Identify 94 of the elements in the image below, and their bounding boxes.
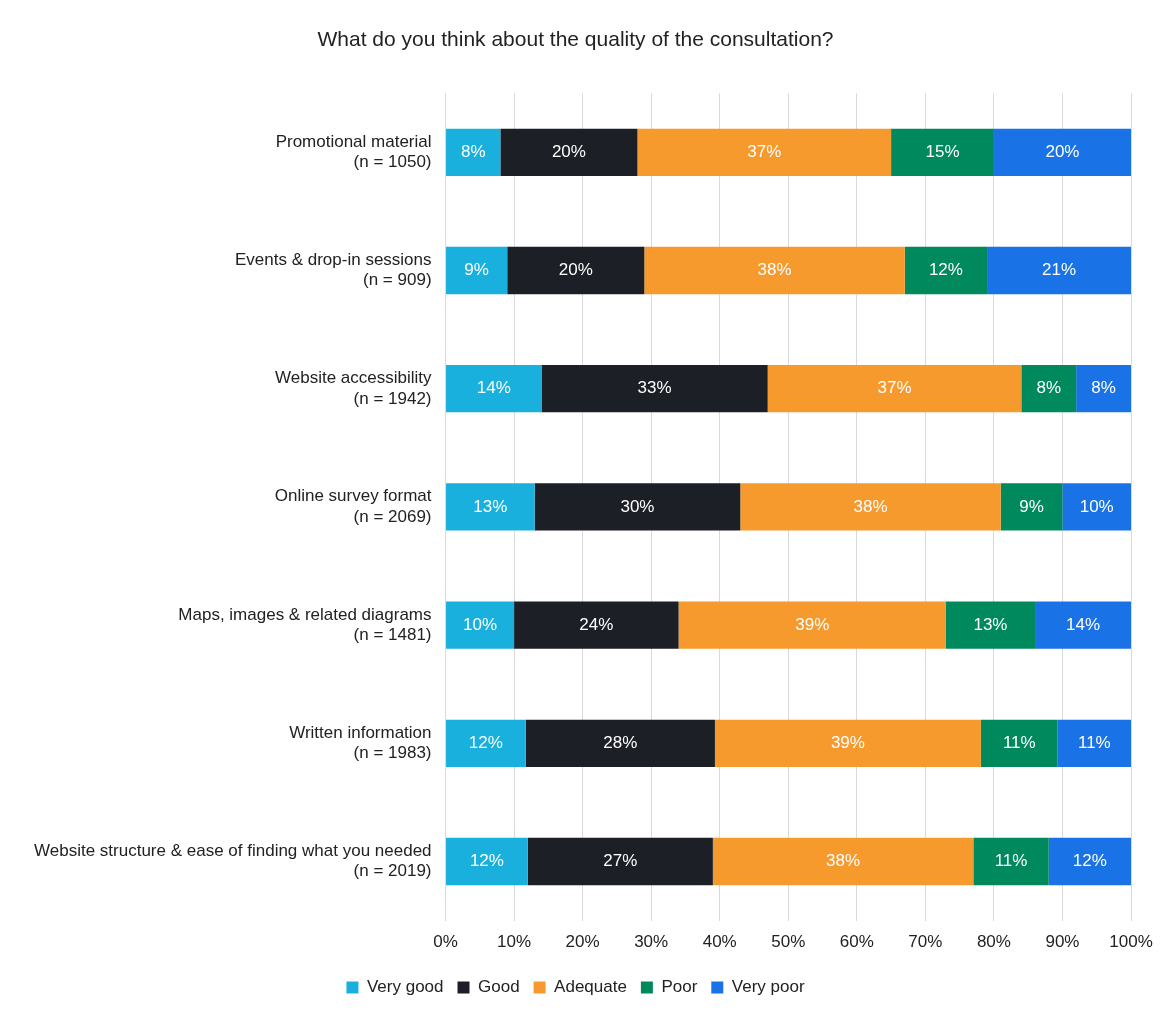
bar (678, 601, 946, 649)
data-label: 20% (1045, 141, 1080, 161)
bar (945, 601, 1036, 649)
data-label: 20% (551, 141, 586, 161)
bar (446, 837, 528, 886)
y-tick-label: Online survey format (n = 2069) (274, 486, 432, 526)
data-label: 12% (469, 851, 504, 871)
x-tick-label: 60% (839, 932, 874, 952)
data-label: 38% (853, 496, 888, 516)
x-tick-label: 90% (1045, 932, 1080, 952)
y-tick-label: Website structure & ease of finding what you needed (n = 2019) (33, 840, 432, 881)
x-tick-label: 80% (976, 932, 1011, 952)
data-label: 12% (1072, 851, 1107, 871)
x-tick-label: 50% (771, 932, 806, 952)
data-label: 38% (757, 260, 792, 280)
bar (904, 246, 988, 295)
x-tick-label: 0% (433, 932, 458, 952)
bar (500, 128, 638, 176)
data-label: 28% (603, 732, 638, 752)
y-tick-label: Events & drop-in sessions (n = 909) (234, 249, 432, 290)
y-tick-label: Written information (n = 1983) (289, 722, 432, 763)
bar (740, 483, 1001, 531)
data-label: 15% (925, 141, 960, 161)
data-label: 10% (463, 614, 498, 634)
bar (891, 128, 994, 176)
data-label: 27% (603, 851, 638, 871)
data-label: 9% (1019, 496, 1044, 516)
bar (714, 719, 981, 767)
data-label: 30% (620, 496, 655, 516)
bar (534, 483, 741, 531)
bar (507, 246, 645, 295)
bar (980, 719, 1058, 767)
bar (712, 837, 974, 886)
bar (1062, 483, 1131, 531)
bar (446, 246, 508, 295)
x-tick-label: 40% (702, 932, 737, 952)
bar (1057, 719, 1131, 767)
data-label: 8% (1091, 378, 1116, 398)
legend-label: Very good (366, 977, 444, 997)
data-label: 24% (579, 614, 614, 634)
data-label: 8% (460, 141, 486, 161)
bar (1000, 483, 1063, 531)
x-tick-label: 100% (1109, 932, 1153, 952)
bar (1048, 837, 1131, 886)
data-label: 33% (637, 378, 672, 398)
bar (973, 837, 1049, 886)
bar (1035, 601, 1131, 649)
data-label: 12% (468, 732, 503, 752)
bar (446, 365, 542, 413)
bar (1076, 365, 1131, 413)
data-label: 11% (1077, 732, 1111, 752)
bar (446, 128, 501, 176)
legend-label: Very poor (731, 977, 805, 997)
legend-label: Good (478, 977, 520, 997)
bar (767, 365, 1022, 413)
bar (987, 246, 1131, 295)
y-tick-label: Promotional material (n = 1050) (275, 131, 432, 172)
data-label: 38% (826, 851, 861, 871)
y-tick-label: Maps, images & related diagrams (n = 1481) (178, 604, 432, 644)
bar (446, 719, 526, 767)
bar (541, 365, 768, 413)
bar (1021, 365, 1077, 413)
data-label: 13% (473, 496, 508, 516)
data-label: 39% (830, 732, 865, 752)
bar (446, 601, 515, 649)
chart-title: What do you think about the quality of the consultation? (317, 27, 834, 51)
x-tick-label: 10% (497, 932, 532, 952)
bar (644, 246, 905, 295)
y-tick-label: Website accessibility (n = 1942) (275, 368, 433, 408)
x-tick-label: 30% (634, 932, 669, 952)
x-tick-label: 20% (565, 932, 600, 952)
data-label: 12% (928, 260, 963, 280)
data-label: 8% (1036, 378, 1062, 398)
legend-label: Adequate (554, 977, 627, 997)
data-label: 37% (747, 141, 782, 161)
bar (446, 483, 535, 531)
data-label: 21% (1042, 260, 1077, 280)
data-label: 14% (476, 378, 511, 398)
legend-label: Poor (661, 977, 698, 997)
bar (514, 601, 679, 649)
x-tick-label: 70% (908, 932, 943, 952)
data-label: 13% (973, 614, 1008, 634)
data-label: 11% (994, 851, 1028, 871)
data-label: 9% (464, 260, 489, 280)
data-label: 37% (877, 378, 912, 398)
data-label: 14% (1066, 614, 1101, 634)
data-label: 39% (795, 614, 830, 634)
bar (637, 128, 892, 176)
data-label: 20% (558, 260, 593, 280)
bar (993, 128, 1131, 176)
bar (527, 837, 713, 886)
data-label: 11% (1002, 732, 1036, 752)
data-label: 10% (1079, 496, 1114, 516)
bar (525, 719, 715, 767)
